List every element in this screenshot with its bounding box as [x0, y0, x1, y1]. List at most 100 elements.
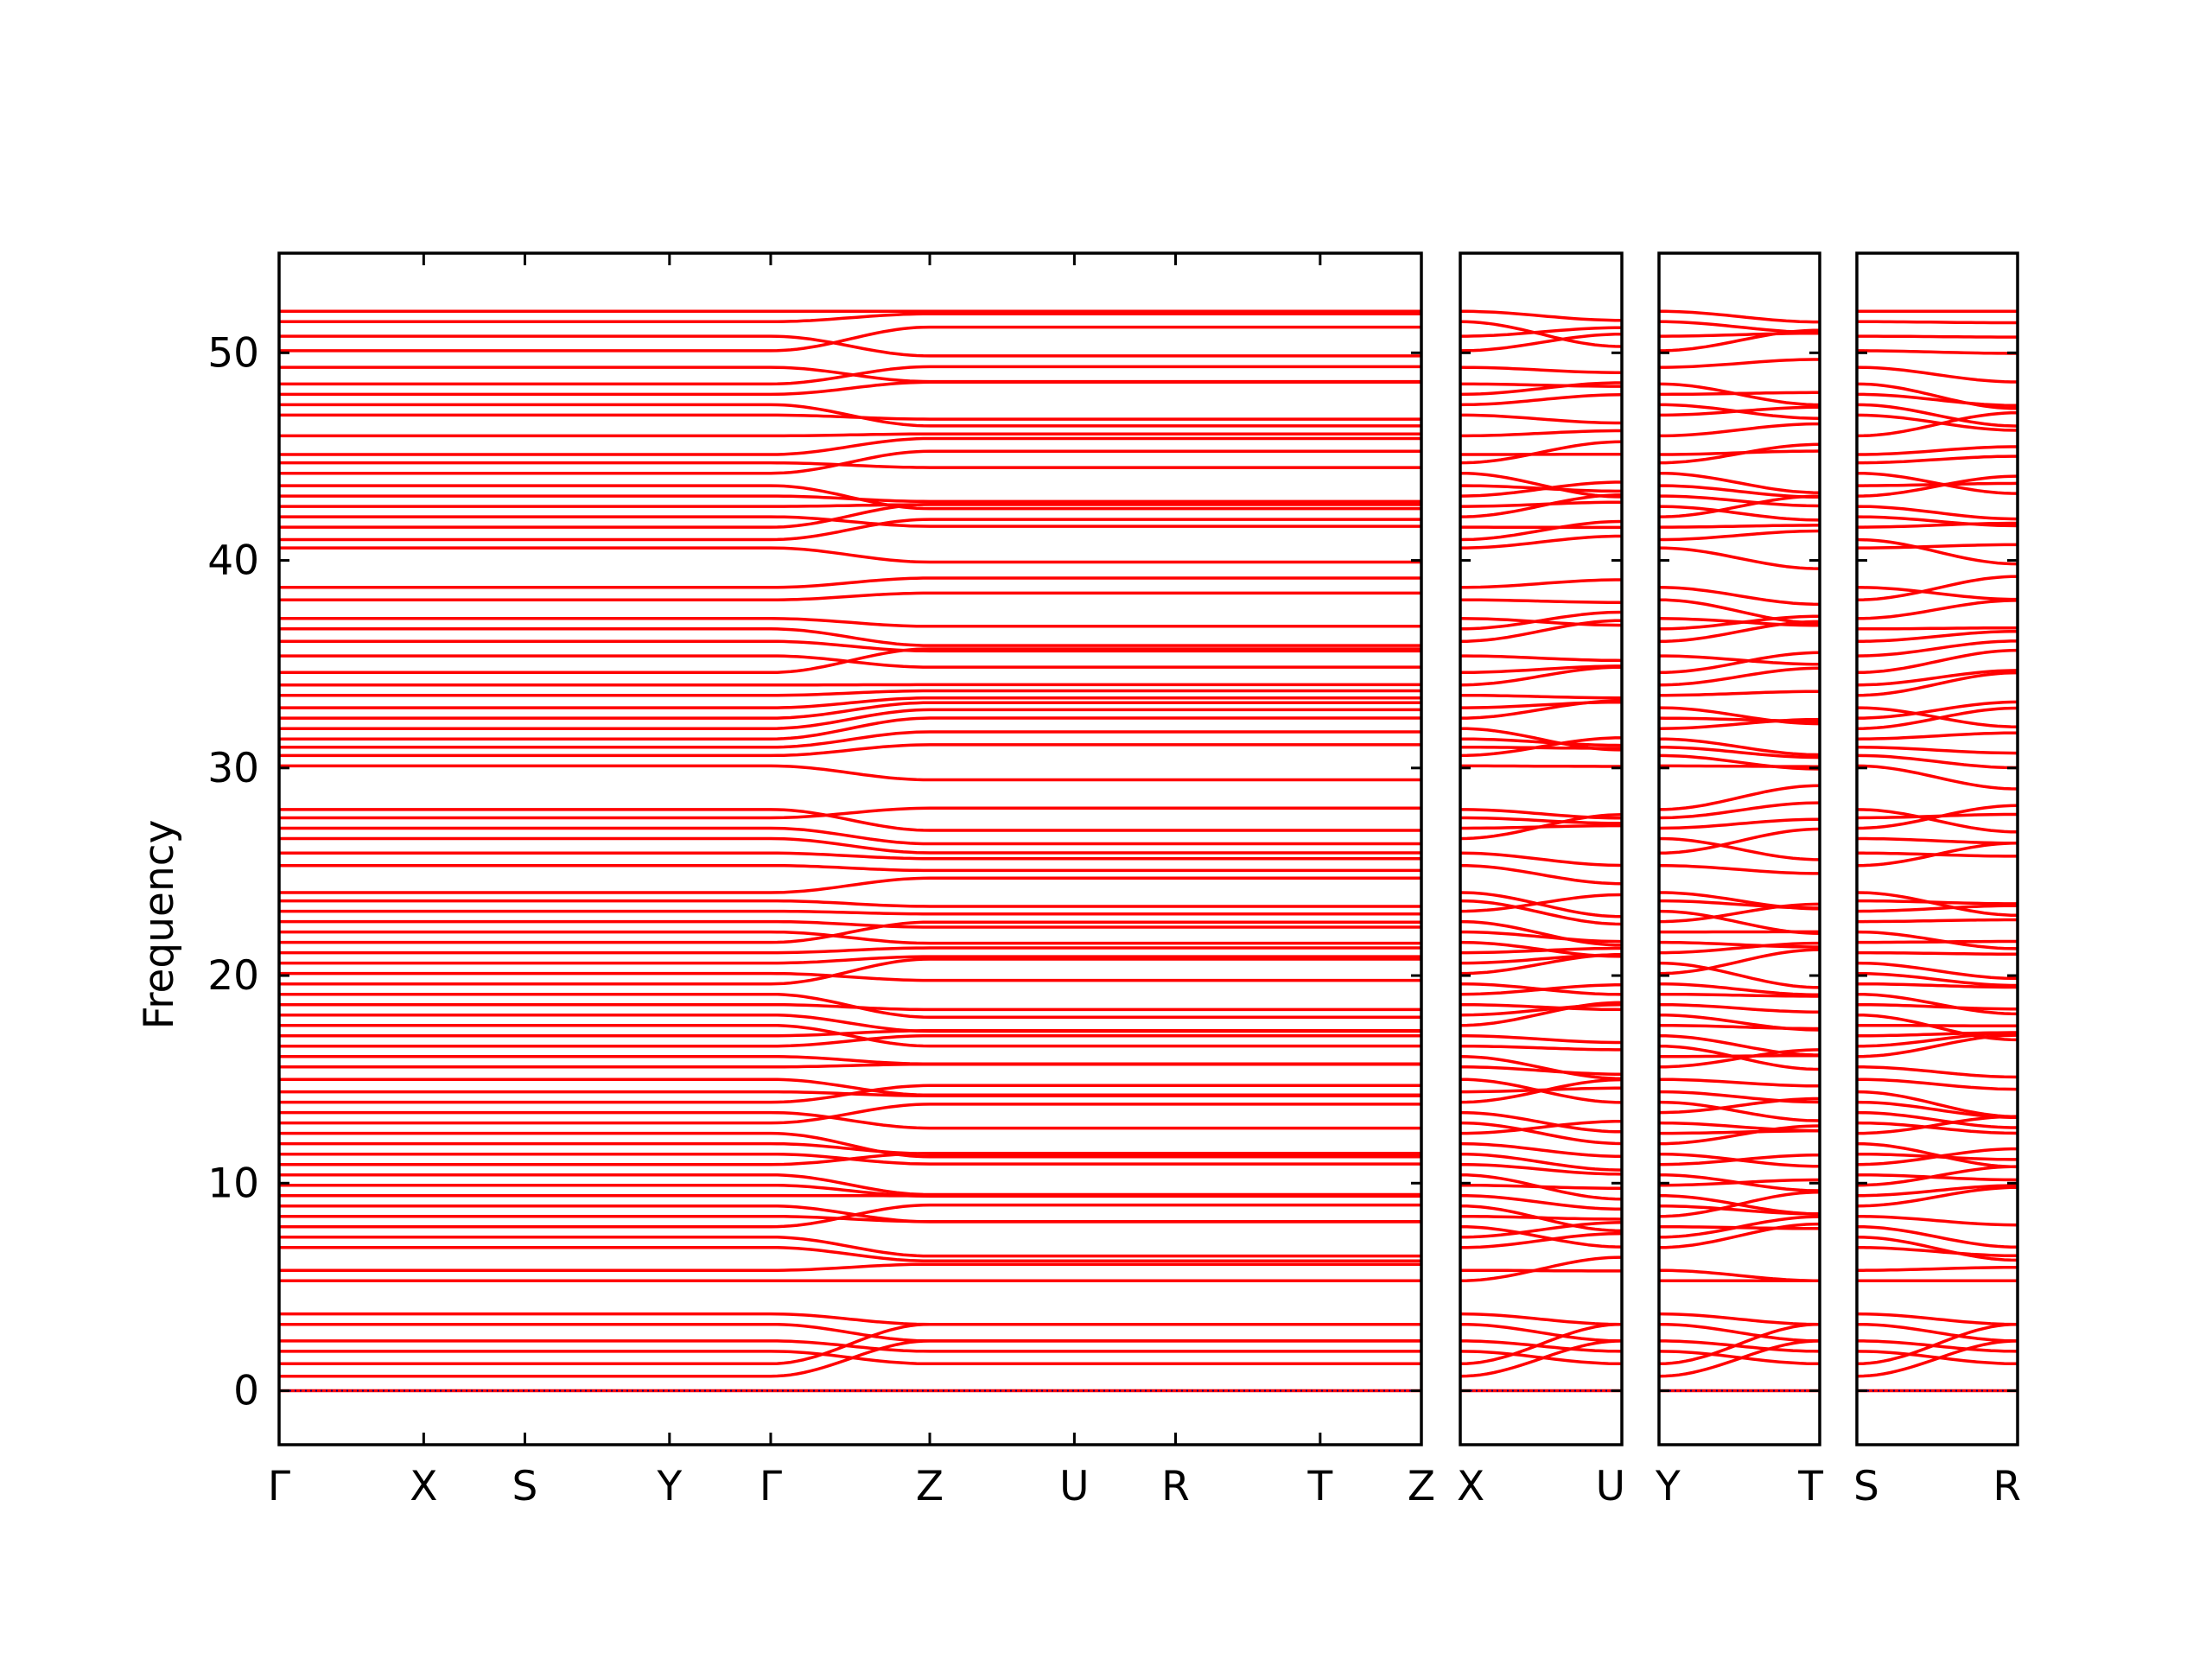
band-line [1460, 1193, 1622, 1211]
panel-4-frame [1855, 251, 2019, 1446]
band-line [1659, 651, 1820, 675]
band-line [279, 930, 1421, 945]
band-line [279, 461, 1421, 469]
band-line [1460, 1350, 1622, 1366]
band-line [279, 1183, 1421, 1198]
band-line [1659, 1090, 1820, 1104]
x-tick-label: T [1797, 1463, 1823, 1510]
x-tick-label: Z [916, 1463, 944, 1510]
band-line [1460, 393, 1622, 407]
band-line [1460, 1268, 1622, 1273]
band-line [1659, 620, 1820, 644]
band-line [279, 689, 1421, 697]
band-line [1659, 836, 1820, 861]
band-line [1659, 1124, 1820, 1146]
band-line [1659, 1077, 1820, 1088]
band-line [1460, 893, 1622, 913]
band-line [1857, 349, 2018, 355]
band-line [279, 403, 1421, 428]
band-line [1460, 665, 1622, 687]
band-line [279, 1203, 1421, 1229]
band-line [279, 696, 1421, 709]
band-line [1659, 617, 1820, 627]
band-line [279, 1077, 1421, 1097]
band-line [1659, 529, 1820, 542]
band-line [279, 701, 1421, 720]
band-line [1460, 534, 1622, 550]
band-line [1857, 1077, 2018, 1091]
band-line [1460, 332, 1622, 353]
x-tick-label: R [1993, 1463, 2021, 1510]
band-line [1857, 764, 2018, 791]
band-line [1857, 1322, 2018, 1343]
band-line [279, 863, 1421, 873]
y-tick-label: 50 [207, 329, 259, 377]
band-line [1659, 784, 1820, 811]
band-line [1659, 1100, 1820, 1122]
band-line [279, 1350, 1421, 1366]
band-line [279, 1054, 1421, 1066]
band-line [1659, 1224, 1820, 1230]
x-tick-label: S [1853, 1463, 1879, 1510]
band-line [1659, 827, 1820, 855]
band-line [279, 312, 1421, 324]
band-line [1659, 331, 1820, 338]
band-line [1857, 1224, 2018, 1249]
band-line [1659, 1121, 1820, 1133]
band-line [1857, 706, 2018, 728]
band-line [1659, 1322, 1820, 1366]
band-line [1857, 521, 2018, 529]
band-line [1659, 891, 1820, 911]
band-line [1659, 902, 1820, 924]
y-tick-label: 40 [207, 537, 259, 585]
band-line [1857, 365, 2018, 384]
band-line [1460, 1110, 1622, 1134]
band-line [1460, 816, 1622, 825]
band-line [1659, 863, 1820, 875]
band-line [279, 708, 1421, 730]
band-line [1460, 1255, 1622, 1282]
band-line [1857, 626, 2018, 631]
y-tick-label: 20 [207, 952, 259, 1000]
x-tick-label: Z [1408, 1463, 1435, 1510]
band-line [279, 1339, 1421, 1353]
band-line [1460, 519, 1622, 542]
band-line [1460, 1120, 1622, 1135]
band-line [279, 919, 1421, 929]
band-line [279, 1322, 1421, 1343]
band-line [1857, 1236, 2018, 1262]
band-line [279, 617, 1421, 628]
band-line [279, 1131, 1421, 1159]
band-line [1857, 382, 2018, 410]
band-line [1857, 410, 2018, 438]
band-line [1659, 753, 1820, 771]
band-line [1857, 1090, 2018, 1119]
band-line [1857, 515, 2018, 528]
band-line [1659, 666, 1820, 687]
band-line [1857, 899, 2018, 906]
band-line [279, 971, 1421, 982]
y-tick-label: 10 [207, 1160, 259, 1207]
band-line [1857, 836, 2018, 845]
band-line [279, 730, 1421, 749]
band-line [1460, 1044, 1622, 1052]
band-line [1659, 1013, 1820, 1032]
band-line [1460, 654, 1622, 663]
band-line [1857, 950, 2018, 956]
band-line [1659, 1222, 1820, 1249]
band-line [1857, 1184, 2018, 1198]
band-line [279, 743, 1421, 758]
band-line [279, 946, 1421, 955]
band-line [1659, 1312, 1820, 1326]
band-line [279, 576, 1421, 589]
y-tick-label: 0 [233, 1368, 259, 1415]
band-line [1659, 546, 1820, 570]
band-line [1857, 669, 2018, 687]
band-line [279, 992, 1421, 1019]
band-line [1659, 941, 1820, 955]
band-line [279, 826, 1421, 846]
band-line [1857, 1350, 2018, 1366]
band-line [1857, 731, 2018, 741]
band-line [1659, 1152, 1820, 1168]
